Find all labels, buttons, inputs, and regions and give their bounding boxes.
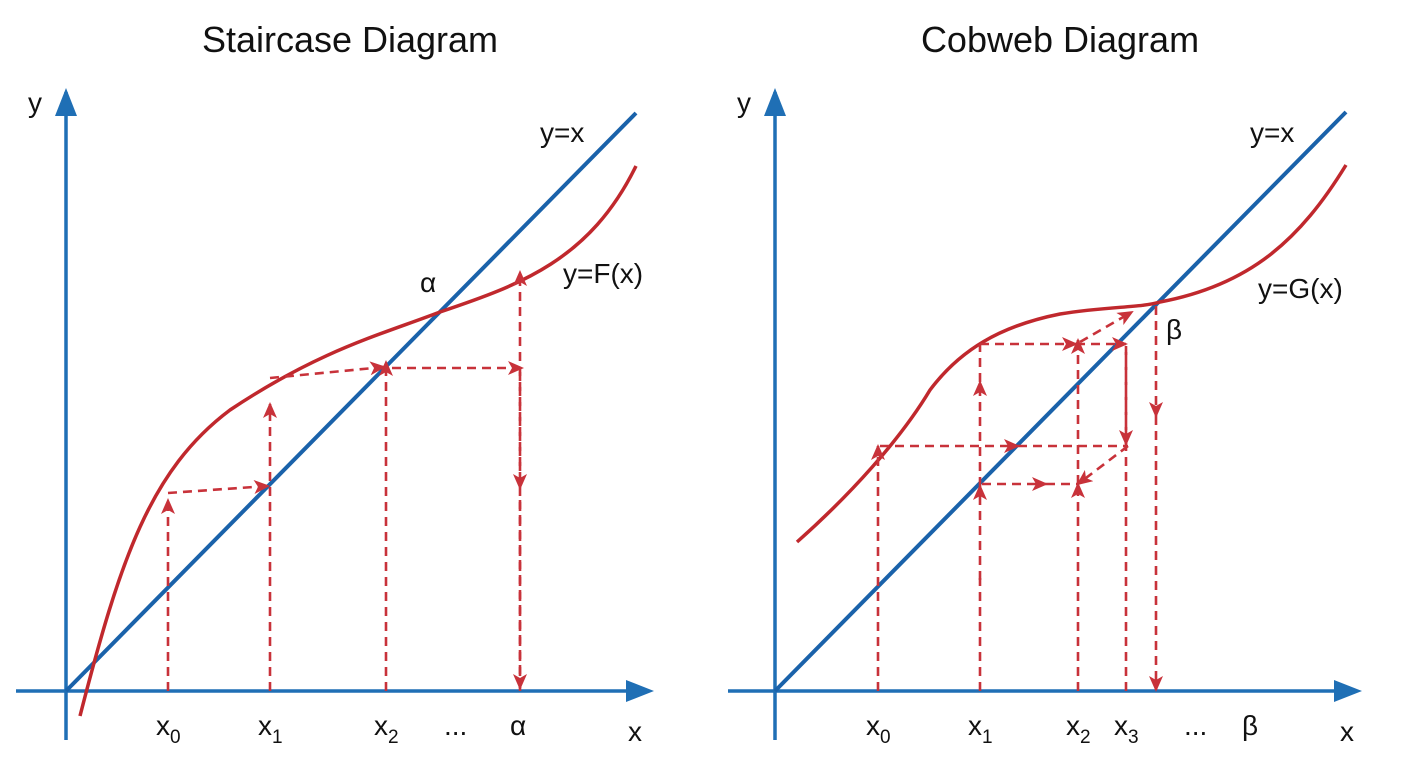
staircase-panel: Staircase Diagram y x y=x y=F(x) α x0 x [16,19,654,748]
fixed-point-alpha-label: α [420,267,436,298]
y-axis-arrowhead [55,88,77,116]
cobweb-panel: Cobweb Diagram y x y=x y=G(x) β [728,19,1362,748]
x-axis-label: x [628,716,642,747]
x-axis-arrowhead [1334,680,1362,702]
staircase-iteration-path [161,270,527,691]
tick-x3: x3 [1114,710,1139,748]
tick-ellipsis: ... [444,710,467,741]
identity-line-label: y=x [1250,117,1294,148]
x-axis-arrowhead [626,680,654,702]
tick-alpha: α [510,710,526,741]
horizontal-arrow-1 [167,479,270,495]
tick-x0: x0 [866,710,891,748]
identity-line-label: y=x [540,117,584,148]
tick-ellipsis: ... [1184,710,1207,741]
curve-f-label: y=F(x) [563,258,643,289]
curve-g [795,164,1348,544]
diagonal-arrow-to-beta [1079,310,1134,344]
fixed-point-beta-label: β [1166,314,1182,345]
y-axis-arrowhead [764,88,786,116]
curve-g-label: y=G(x) [1258,273,1343,304]
tick-x1: x1 [968,710,993,748]
staircase-title: Staircase Diagram [202,19,498,60]
diagonal-arrow-return [1076,444,1129,486]
tick-beta: β [1242,710,1258,741]
tick-x1: x1 [258,710,283,748]
y-axis-label: y [28,87,42,118]
horizontal-arrow-2 [269,361,386,380]
curve-f [78,165,638,717]
cobweb-iteration-path [871,306,1163,692]
x-axis-label: x [1340,716,1354,747]
identity-line [773,110,1348,693]
cobweb-title: Cobweb Diagram [921,19,1199,60]
tick-x2: x2 [1066,710,1091,748]
tick-x0: x0 [156,710,181,748]
identity-line [64,111,638,693]
tick-x2: x2 [374,710,399,748]
y-axis-label: y [737,87,751,118]
